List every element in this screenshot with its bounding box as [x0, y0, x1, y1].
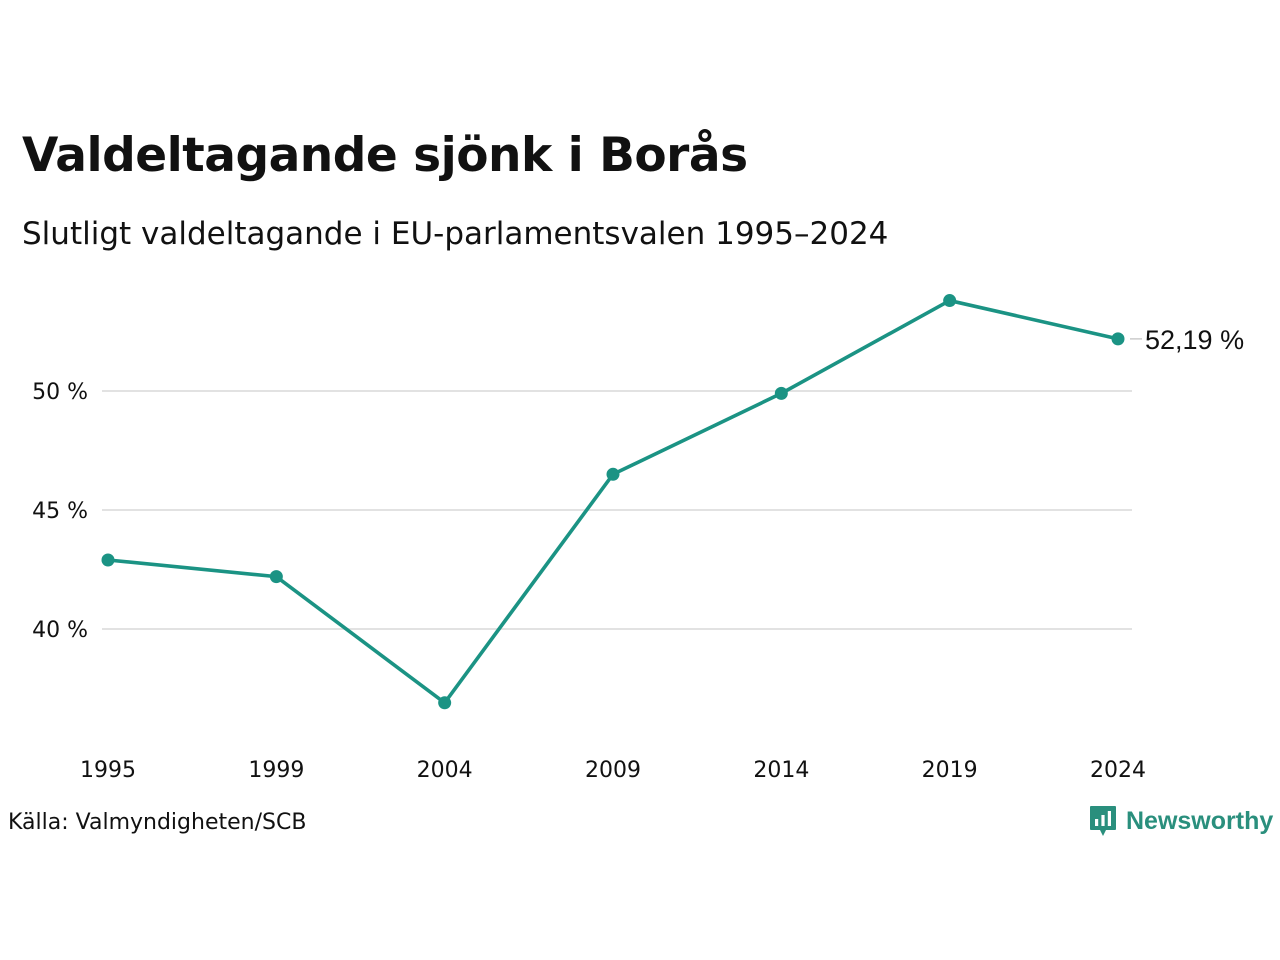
x-axis-ticks: 1995 1999 2004 2009 2014 2019 2024 [80, 758, 1146, 783]
brand-logo: Newsworthy [1088, 804, 1273, 838]
x-tick-label: 1999 [248, 758, 304, 783]
newsworthy-logo-icon [1090, 806, 1116, 836]
x-tick-label: 2004 [417, 758, 473, 783]
gridlines [102, 390, 1132, 630]
y-axis-ticks: 40 % 45 % 50 % [32, 380, 88, 643]
series-line [106, 298, 1120, 705]
x-tick-label: 1995 [80, 758, 136, 783]
y-tick-label: 50 % [32, 380, 88, 405]
x-tick-label: 2024 [1090, 758, 1146, 783]
chart-title: Valdeltagande sjönk i Borås [22, 128, 748, 183]
x-tick-label: 2014 [753, 758, 809, 783]
data-point-1995 [101, 553, 115, 567]
x-tick-label: 2019 [922, 758, 978, 783]
y-tick-label: 40 % [32, 618, 88, 643]
data-point-2014 [774, 386, 788, 400]
data-point-2019 [943, 294, 957, 308]
data-point-2004 [438, 696, 452, 710]
data-point-1999 [269, 570, 283, 584]
data-point-2009 [606, 467, 620, 481]
series [101, 294, 1125, 710]
data-labels: 52,19 % [1130, 325, 1244, 355]
end-value-label: 52,19 % [1145, 325, 1244, 355]
brand-name: Newsworthy [1126, 806, 1274, 835]
y-tick-label: 45 % [32, 499, 88, 524]
chart-subtitle: Slutligt valdeltagande i EU-parlamentsva… [22, 216, 889, 252]
source-note: Källa: Valmyndigheten/SCB [8, 810, 307, 835]
x-tick-label: 2009 [585, 758, 641, 783]
data-point-2024 [1111, 332, 1125, 346]
